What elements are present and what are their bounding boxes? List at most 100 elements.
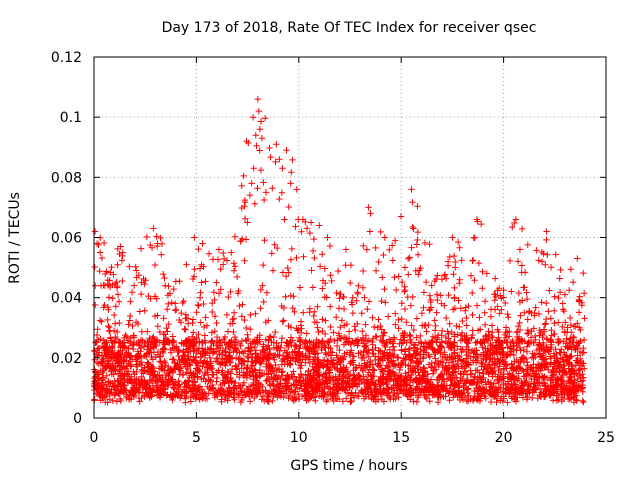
data-point (449, 234, 456, 241)
data-point (463, 314, 470, 322)
data-point (257, 118, 265, 125)
data-point (125, 321, 132, 328)
data-point (495, 373, 502, 380)
data-point (417, 366, 424, 373)
data-point (349, 352, 356, 360)
data-point (312, 397, 319, 405)
data-point (501, 299, 509, 307)
data-point (375, 258, 382, 266)
data-point (129, 322, 136, 330)
data-point (405, 271, 412, 278)
data-point (421, 343, 429, 351)
data-point (246, 191, 254, 199)
data-point (194, 301, 202, 309)
data-point (183, 346, 190, 353)
data-point (505, 381, 513, 388)
data-point (177, 367, 184, 374)
data-point (483, 270, 490, 277)
data-point (417, 264, 424, 272)
data-point (258, 135, 266, 142)
data-point (490, 390, 498, 398)
data-point (99, 374, 107, 381)
data-point (333, 289, 340, 297)
data-point (551, 371, 558, 378)
data-point (412, 352, 419, 359)
data-point (150, 225, 157, 232)
data-point (115, 298, 123, 305)
data-point (488, 391, 495, 399)
data-point (408, 322, 415, 329)
data-point (169, 396, 176, 404)
data-point (398, 372, 405, 380)
data-point (538, 344, 546, 352)
data-point (479, 370, 486, 377)
data-point (250, 337, 258, 345)
data-point (121, 364, 129, 372)
data-point (99, 391, 106, 398)
data-point (173, 363, 180, 370)
data-point (291, 308, 298, 316)
data-point (177, 394, 184, 402)
data-point (432, 366, 440, 373)
data-point (272, 328, 279, 336)
data-point (217, 265, 224, 273)
data-point (330, 391, 338, 398)
data-point (136, 308, 144, 315)
data-point (203, 395, 211, 402)
data-point (104, 316, 111, 324)
data-point (418, 340, 425, 347)
data-point (187, 398, 195, 405)
data-point (91, 396, 98, 403)
data-point (523, 372, 530, 379)
data-point (137, 381, 144, 389)
data-point (566, 314, 574, 322)
data-point (434, 345, 442, 353)
data-point (131, 377, 139, 385)
data-point (136, 381, 143, 388)
data-point (380, 332, 387, 339)
data-point (242, 236, 250, 243)
data-point (391, 389, 398, 397)
data-point (579, 349, 586, 357)
data-point (372, 398, 380, 405)
data-point (406, 254, 413, 261)
data-point (230, 309, 238, 316)
data-point (128, 373, 135, 380)
data-point (573, 385, 580, 392)
data-point (340, 356, 347, 363)
data-point (368, 378, 376, 386)
data-point (310, 374, 317, 382)
data-point (311, 308, 318, 316)
data-point (510, 351, 518, 359)
data-point (126, 263, 133, 270)
data-point (235, 382, 242, 389)
data-point (465, 392, 472, 399)
data-point (195, 338, 203, 345)
data-point (195, 331, 202, 338)
data-point (318, 393, 325, 400)
data-point (211, 390, 218, 397)
data-point (450, 252, 458, 260)
data-point (346, 375, 353, 382)
data-point (518, 384, 525, 391)
data-point (491, 306, 499, 313)
data-point (133, 358, 140, 365)
data-point (399, 330, 406, 337)
data-point (420, 375, 427, 383)
data-point (297, 329, 305, 336)
data-point (568, 352, 575, 360)
data-point (98, 318, 105, 325)
data-point (295, 395, 303, 403)
data-point (96, 267, 103, 275)
data-point (124, 377, 132, 385)
data-point (207, 386, 215, 393)
data-point (285, 269, 292, 276)
data-point (365, 298, 373, 305)
data-point (276, 156, 283, 163)
data-point (126, 352, 134, 360)
data-point (412, 348, 420, 356)
data-point (317, 380, 324, 387)
data-point (218, 398, 225, 405)
data-point (130, 388, 138, 396)
